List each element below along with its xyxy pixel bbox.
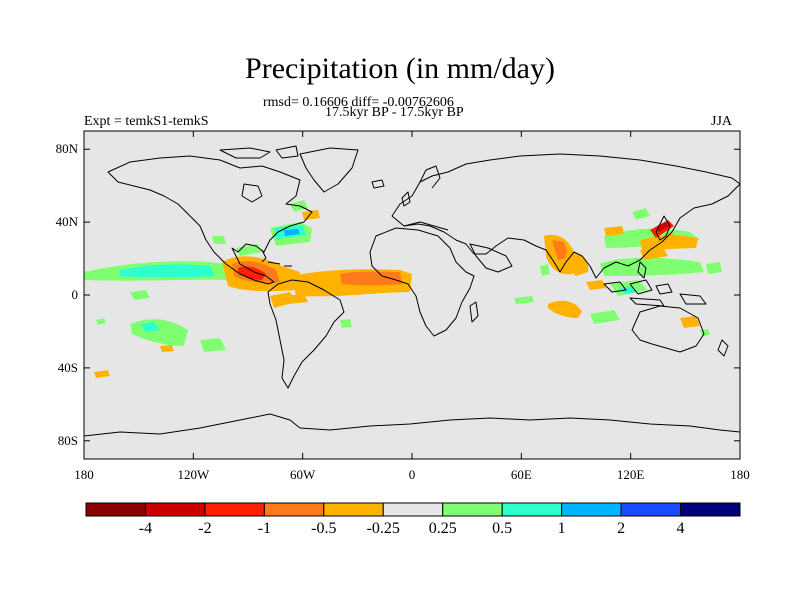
anomaly-atlantic-darkorange <box>340 271 402 286</box>
anomaly-india-green <box>540 264 550 276</box>
anomaly-south-pacific-cyan <box>140 322 160 332</box>
lon-tick-label: 180 <box>74 467 94 482</box>
coast-antarctica <box>84 413 740 437</box>
coast-hudson-bay <box>241 183 263 203</box>
coast-new-zealand <box>717 339 729 357</box>
lon-tick-label: 0 <box>408 467 416 482</box>
lon-tick-label: 180 <box>730 467 750 482</box>
colorbar-label: -0.25 <box>366 520 400 537</box>
colorbar-label: 1 <box>557 520 566 537</box>
coast-philippines <box>637 261 647 279</box>
colorbar-label: 0.25 <box>428 520 457 537</box>
colorbar-swatch <box>323 502 384 517</box>
anomaly-australia-green <box>590 310 620 324</box>
colorbar-swatch <box>501 502 563 517</box>
lat-tick-label: 80N <box>55 141 78 157</box>
colorbar-label: -1 <box>257 520 272 537</box>
anomaly-south-america-orange <box>284 294 308 304</box>
anomaly-south-pacific-green-2 <box>200 338 226 352</box>
lat-tick-label: 40N <box>55 214 78 230</box>
stats-text: rmsd= 0.16606 diff= -0.00762606 <box>263 95 454 110</box>
anomaly-pacific-east-green <box>706 262 722 274</box>
anomaly-mexico-green <box>212 236 226 244</box>
anomaly-arabian-sea-red <box>552 240 568 260</box>
coast-africa <box>369 227 475 337</box>
season-label: JJA <box>711 114 733 129</box>
coast-iceland <box>371 179 385 189</box>
anomaly-south-indian-green <box>514 296 534 304</box>
colorbar-label: -0.5 <box>311 520 337 537</box>
anomaly-japan-darkred <box>656 222 669 232</box>
coast-mediterranean <box>403 221 449 231</box>
anomaly-bay-of-bengal-orange <box>565 252 589 276</box>
colorbar-swatch <box>561 502 622 517</box>
coast-north-america <box>107 155 313 285</box>
anomaly-east-pacific-cyan <box>120 264 215 278</box>
colorbar <box>85 502 741 517</box>
lat-tick-label: 0 <box>71 287 79 302</box>
coast-australia <box>631 305 705 353</box>
anomaly-yellowsea-orange <box>604 226 624 236</box>
lon-tick-label: 120W <box>177 467 210 482</box>
anomaly-south-atlantic-green <box>340 319 352 328</box>
lon-tick-label: 60E <box>510 467 532 482</box>
lat-tick-label: 80S <box>57 432 78 448</box>
coastlines <box>84 145 740 437</box>
colorbar-swatch <box>680 502 741 517</box>
coast-arabia <box>469 243 513 273</box>
axis-ticks <box>83 131 741 459</box>
anomaly-layer <box>84 200 722 378</box>
lon-tick-label: 120E <box>616 467 645 482</box>
anomaly-west-pacific-green <box>600 257 704 276</box>
anomaly-south-indian-orange <box>548 300 582 318</box>
coast-eurasia <box>391 153 740 279</box>
period-text: 17.5kyr BP - 17.5kyr BP <box>325 105 464 120</box>
colorbar-swatch <box>263 502 325 517</box>
coast-madagascar <box>469 301 479 323</box>
colorbar-label: 0.5 <box>492 520 513 537</box>
colorbar-swatch <box>442 502 503 517</box>
coast-greenland <box>299 147 359 193</box>
anomaly-central-america-darkred <box>238 266 266 280</box>
anomaly-north-atlantic-orange <box>302 210 320 220</box>
coast-uk <box>401 191 411 207</box>
anomaly-west-pacific-orange <box>640 246 668 260</box>
coast-south-america <box>267 279 345 389</box>
plot-title: Precipitation (in mm/day) <box>245 52 555 85</box>
anomaly-south-pacific-orange <box>94 370 110 378</box>
colorbar-label: 2 <box>617 520 626 537</box>
colorbar-label: -2 <box>198 520 212 537</box>
colorbar-swatch <box>620 502 682 517</box>
anomaly-pacific-small <box>96 318 106 325</box>
coast-florida <box>261 249 267 263</box>
anomaly-south-pacific-green-3 <box>130 290 150 300</box>
map-background <box>84 131 740 459</box>
anomaly-tasman-orange <box>680 316 700 328</box>
colorbar-swatch <box>204 502 265 517</box>
coast-japan <box>655 215 671 241</box>
experiment-label: Expt = temkS1-temkS <box>84 114 209 129</box>
colorbar-swatch <box>382 502 444 517</box>
anomaly-maritime-orange <box>586 280 606 290</box>
lon-tick-label: 60W <box>290 467 316 482</box>
colorbar-swatch <box>85 502 146 517</box>
lat-tick-label: 40S <box>57 359 78 375</box>
anomaly-korea-green <box>632 208 650 220</box>
coast-arctic-islands <box>219 145 299 159</box>
anomaly-gulf-stream-blue <box>284 229 300 236</box>
colorbar-swatch <box>144 502 206 517</box>
anomaly-east-asia-orange <box>640 234 698 250</box>
anomaly-south-pacific-orange-2 <box>160 345 174 352</box>
colorbar-label: 4 <box>676 520 685 537</box>
coast-scandinavia <box>419 165 441 189</box>
coast-caribbean <box>267 261 292 267</box>
colorbar-label: -4 <box>138 520 153 537</box>
